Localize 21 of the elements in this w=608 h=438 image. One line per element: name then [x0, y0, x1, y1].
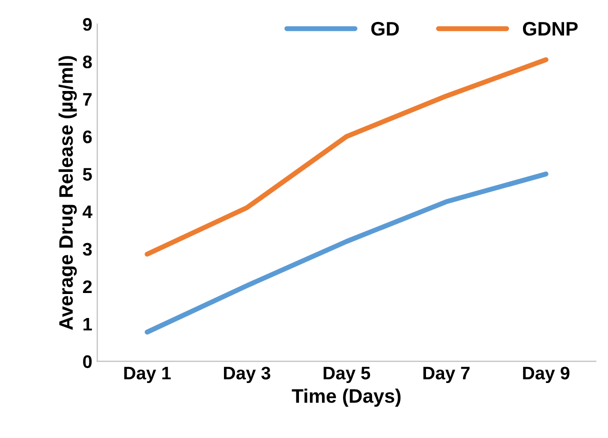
y-tick-label: 0 — [83, 355, 92, 368]
y-tick-label: 9 — [83, 18, 92, 31]
y-tick-label: 4 — [82, 206, 92, 218]
y-tick-label: 3 — [82, 242, 92, 256]
y-tick-label: 8 — [82, 56, 92, 68]
x-tick-label: Day 7 — [423, 366, 470, 384]
legend-label: GD — [371, 22, 399, 36]
y-tick-label: 5 — [82, 168, 92, 181]
line-series — [144, 172, 548, 335]
y-tick-label: 7 — [83, 93, 92, 106]
legend-label: GDNP — [522, 22, 578, 36]
y-axis-title: Average Drug Release (µg/ml) — [58, 56, 77, 330]
line-series — [144, 57, 548, 257]
x-axis-title: Time (Days) — [292, 388, 401, 407]
x-tick-label: Day 1 — [124, 366, 171, 384]
y-tick-label: 1 — [84, 318, 92, 330]
y-tick-label: 2 — [83, 280, 92, 293]
x-tick-label: Day 9 — [523, 366, 570, 384]
x-tick-label: Day 5 — [324, 366, 370, 384]
x-tick-label: Day 3 — [224, 366, 270, 384]
y-tick-label: 6 — [83, 130, 92, 144]
